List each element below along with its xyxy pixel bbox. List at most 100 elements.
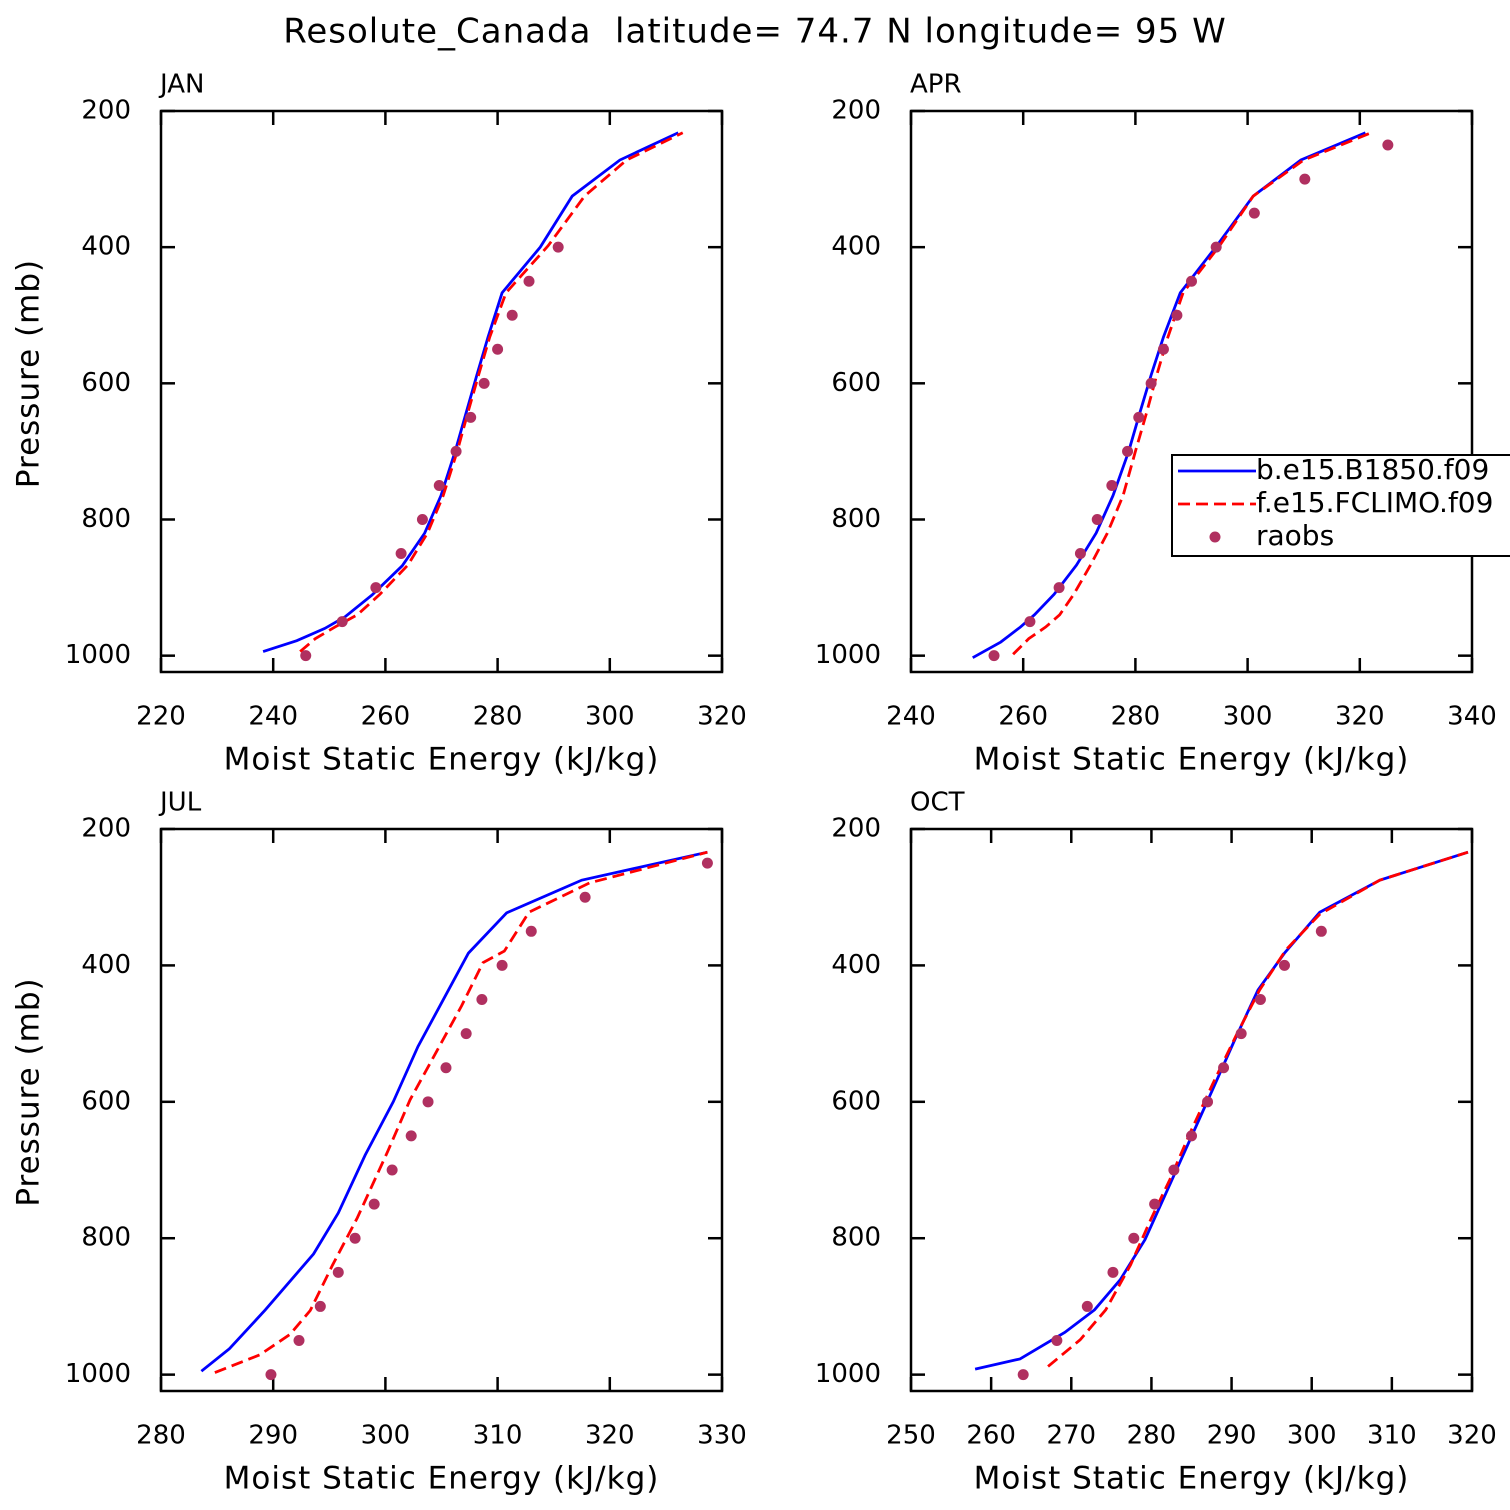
- profile-line: [262, 131, 679, 653]
- x-tick-label: 250: [886, 1421, 936, 1451]
- y-tick-label: 800: [81, 1223, 131, 1253]
- x-tick-label: 280: [473, 702, 523, 732]
- x-tick-label: 290: [1207, 1421, 1257, 1451]
- figure-title: Resolute_Canada latitude= 74.7 N longitu…: [283, 12, 1226, 52]
- panel-title: OCT: [910, 788, 965, 818]
- y-tick-label: 200: [81, 96, 131, 126]
- obs-point: [1128, 1232, 1140, 1244]
- y-tick-label: 600: [81, 1086, 131, 1116]
- obs-point: [1074, 548, 1086, 560]
- profile-line: [974, 850, 1469, 1371]
- x-tick-label: 260: [361, 702, 411, 732]
- obs-point: [336, 616, 348, 628]
- obs-point: [476, 994, 488, 1006]
- plot-frame: [159, 827, 724, 1393]
- obs-point: [433, 479, 445, 491]
- plot-frame: [909, 827, 1474, 1393]
- y-tick-label: 600: [831, 1086, 881, 1116]
- obs-point: [1145, 377, 1157, 389]
- x-tick-label: 270: [1046, 1421, 1096, 1451]
- obs-point: [332, 1266, 344, 1278]
- obs-point: [1382, 139, 1394, 151]
- obs-point: [1106, 479, 1118, 491]
- y-tick-label: 1000: [815, 1359, 881, 1389]
- obs-point: [265, 1369, 277, 1381]
- data-layer: [974, 850, 1469, 1381]
- obs-point: [465, 411, 477, 423]
- x-tick-label: 320: [697, 702, 747, 732]
- obs-point: [460, 1028, 472, 1040]
- y-tick-label: 1000: [65, 640, 131, 670]
- obs-point: [1186, 275, 1197, 287]
- obs-point: [1091, 513, 1103, 525]
- y-tick-label: 400: [831, 950, 881, 980]
- y-axis-label: Pressure (mb): [11, 259, 47, 488]
- x-tick-label: 340: [1447, 702, 1497, 732]
- obs-point: [1315, 925, 1327, 937]
- obs-point: [552, 241, 564, 253]
- obs-point: [314, 1300, 326, 1312]
- profile-line: [200, 850, 708, 1373]
- x-tick-label: 240: [248, 702, 298, 732]
- x-tick-label: 240: [886, 702, 936, 732]
- panel: 250 260 270 280 290 300 310 320 200 400 600 800 1000…: [815, 788, 1497, 1497]
- obs-point: [1053, 582, 1065, 594]
- obs-point: [1202, 1096, 1214, 1108]
- y-tick-label: 200: [831, 96, 881, 126]
- obs-point: [1168, 1164, 1180, 1176]
- x-axis-label: Moist Static Energy (kJ/kg): [224, 742, 660, 778]
- obs-point: [1017, 1369, 1029, 1381]
- panel-title: JUL: [158, 788, 202, 818]
- legend-label: f.e15.FCLIMO.f09: [1256, 486, 1493, 519]
- y-tick-label: 1000: [815, 640, 881, 670]
- obs-point: [395, 548, 407, 560]
- y-tick-label: 600: [81, 368, 131, 398]
- plot-frame: [909, 109, 1474, 674]
- x-tick-label: 260: [966, 1421, 1016, 1451]
- panel-title: APR: [910, 70, 962, 100]
- y-tick-label: 200: [81, 814, 131, 844]
- profile-line: [299, 131, 684, 653]
- x-tick-label: 290: [248, 1421, 298, 1451]
- x-axis-label: Moist Static Energy (kJ/kg): [974, 1461, 1410, 1497]
- x-tick-label: 300: [585, 702, 635, 732]
- y-tick-label: 400: [831, 232, 881, 262]
- obs-point: [1278, 959, 1290, 971]
- x-axis-label: Moist Static Energy (kJ/kg): [224, 1461, 660, 1497]
- obs-point: [293, 1335, 305, 1347]
- obs-point: [349, 1232, 361, 1244]
- x-tick-label: 310: [473, 1421, 523, 1451]
- x-tick-label: 220: [136, 702, 186, 732]
- x-tick-label: 330: [697, 1421, 747, 1451]
- profile-line: [214, 850, 708, 1374]
- x-tick-label: 280: [136, 1421, 186, 1451]
- obs-point: [422, 1096, 434, 1108]
- y-tick-label: 800: [831, 1223, 881, 1253]
- x-tick-label: 300: [1223, 702, 1273, 732]
- profile-line: [972, 131, 1366, 659]
- obs-point: [523, 275, 535, 287]
- obs-point: [368, 1198, 380, 1210]
- obs-point: [300, 650, 312, 662]
- obs-point: [405, 1130, 417, 1142]
- data-layer: [262, 131, 684, 662]
- x-tick-label: 320: [585, 1421, 635, 1451]
- obs-point: [1254, 994, 1266, 1006]
- plot-frame: [159, 109, 724, 674]
- data-layer: [972, 131, 1394, 662]
- obs-point: [1218, 1062, 1230, 1074]
- panel-title: JAN: [158, 70, 204, 100]
- obs-point: [1024, 616, 1036, 628]
- obs-point: [1107, 1266, 1119, 1278]
- y-tick-label: 800: [81, 504, 131, 534]
- x-tick-label: 280: [1111, 702, 1161, 732]
- data-layer: [200, 850, 713, 1381]
- obs-point: [496, 959, 508, 971]
- panel: 280 290 300 310 320 330 200 400 600 800 1000 JUL Moi…: [11, 788, 747, 1497]
- obs-point: [450, 445, 462, 457]
- y-tick-label: 600: [831, 368, 881, 398]
- profile-line: [1047, 850, 1469, 1368]
- obs-point: [1122, 445, 1134, 457]
- legend-marker: [1209, 531, 1221, 543]
